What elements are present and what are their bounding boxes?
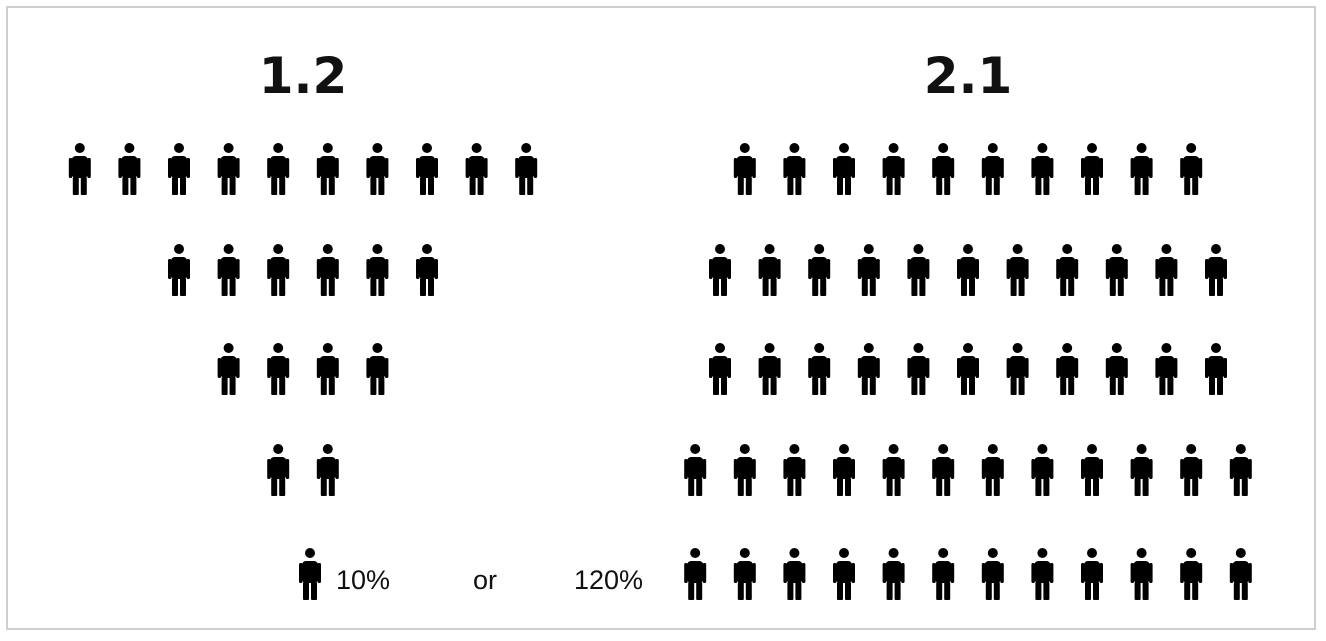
person-icon [1081, 143, 1103, 195]
right-row-3 [709, 343, 1227, 395]
person-icon [1031, 548, 1054, 600]
person-icon [684, 548, 707, 600]
person-icon [857, 343, 880, 395]
person-icon [733, 444, 756, 496]
person-icon [267, 143, 290, 195]
person-icon [758, 343, 781, 395]
person-icon [957, 343, 979, 395]
left-row-3 [217, 343, 389, 395]
person-icon [1130, 143, 1153, 195]
person-icon [118, 143, 141, 195]
person-icon [733, 548, 756, 600]
person-icon [882, 548, 905, 600]
person-icon [1229, 548, 1252, 600]
person-icon [168, 143, 190, 195]
person-icon [1031, 143, 1054, 195]
right-row-4 [684, 444, 1252, 496]
right-pictogram-group [684, 143, 1252, 600]
person-icon [1205, 343, 1227, 395]
person-icon [267, 244, 290, 296]
person-icon [168, 244, 190, 296]
person-icon [932, 548, 955, 600]
person-icon [783, 444, 806, 496]
person-icon [1006, 343, 1029, 395]
person-icon [316, 244, 339, 296]
left-row-1 [68, 143, 538, 195]
person-icon [416, 143, 438, 195]
person-icon [465, 143, 488, 195]
legend-person-icon [299, 548, 321, 600]
person-icon [957, 244, 979, 296]
person-icon [1056, 343, 1079, 395]
left-row-4 [267, 444, 339, 496]
person-icon [981, 143, 1004, 195]
group-title-right: 2.1 [924, 47, 1013, 105]
person-icon [366, 244, 389, 296]
person-icon [882, 143, 905, 195]
person-icon [808, 244, 831, 296]
person-icon [217, 244, 240, 296]
person-icon [1130, 444, 1153, 496]
person-icon [1180, 444, 1203, 496]
person-icon [1056, 244, 1079, 296]
right-row-5 [684, 548, 1252, 600]
right-row-1 [733, 143, 1203, 195]
person-icon [1105, 343, 1128, 395]
legend: 10% or 120% [299, 548, 643, 600]
person-icon [1081, 444, 1103, 496]
person-icon [1081, 548, 1103, 600]
person-icon [833, 143, 855, 195]
person-icon [857, 244, 880, 296]
person-icon [783, 143, 806, 195]
person-icon [1205, 244, 1227, 296]
person-icon [366, 343, 389, 395]
person-icon [1006, 244, 1029, 296]
person-icon [907, 244, 930, 296]
person-icon [217, 343, 240, 395]
person-icon [217, 143, 240, 195]
group-title-left: 1.2 [259, 47, 348, 105]
right-row-2 [709, 244, 1227, 296]
person-icon [1155, 343, 1178, 395]
person-icon [316, 343, 339, 395]
person-icon [1105, 244, 1128, 296]
person-icon [515, 143, 538, 195]
person-icon [981, 444, 1004, 496]
person-icon [709, 244, 731, 296]
person-icon [1155, 244, 1178, 296]
legend-separator: or [473, 565, 497, 595]
person-icon [1130, 548, 1153, 600]
person-icon [1180, 143, 1203, 195]
legend-unit-value: 10% [336, 565, 390, 595]
person-icon [1031, 444, 1054, 496]
person-icon [932, 143, 955, 195]
person-icon [758, 244, 781, 296]
legend-total-value: 120% [574, 565, 643, 595]
person-icon [932, 444, 955, 496]
person-icon [316, 444, 339, 496]
person-icon [1180, 548, 1203, 600]
person-icon [366, 143, 389, 195]
person-icon [267, 343, 290, 395]
person-icon [1229, 444, 1252, 496]
person-icon [882, 444, 905, 496]
person-icon [733, 143, 756, 195]
figure-frame [6, 6, 1316, 630]
person-icon [267, 444, 290, 496]
person-icon [783, 548, 806, 600]
person-icon [416, 244, 438, 296]
person-icon [833, 548, 855, 600]
person-icon [684, 444, 707, 496]
person-icon [907, 343, 930, 395]
left-row-2 [168, 244, 438, 296]
person-icon [68, 143, 91, 195]
person-icon [981, 548, 1004, 600]
person-icon [808, 343, 831, 395]
person-icon [316, 143, 339, 195]
left-pictogram-group [68, 143, 538, 496]
person-icon [709, 343, 731, 395]
person-icon [833, 444, 855, 496]
